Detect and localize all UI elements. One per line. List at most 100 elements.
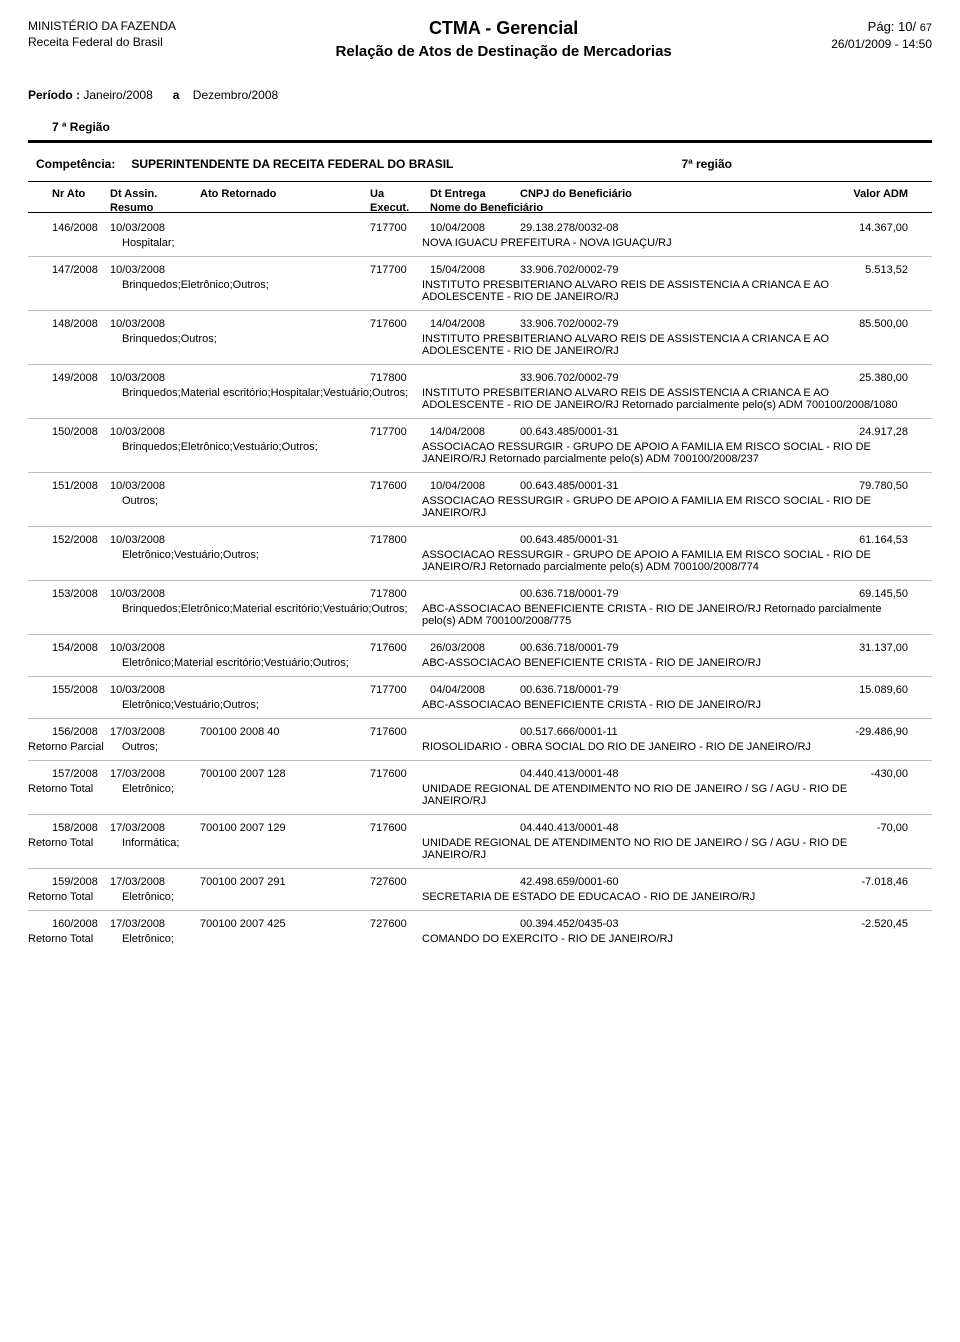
- cell-ent: 15/04/2008: [430, 264, 520, 276]
- cell-ret: 700100 2007 291: [200, 876, 370, 888]
- cell-val: 69.145,50: [859, 588, 908, 600]
- cell-dt: 10/03/2008: [110, 480, 200, 492]
- table-row: 149/200810/03/200871780033.906.702/0002-…: [28, 365, 932, 419]
- cell-ret: [200, 588, 370, 600]
- title-primary: CTMA - Gerencial: [176, 18, 831, 39]
- row-line1: 147/200810/03/200871770015/04/200833.906…: [28, 264, 932, 276]
- cell-nome: UNIDADE REGIONAL DE ATENDIMENTO NO RIO D…: [422, 783, 932, 807]
- cell-nr: 160/2008: [52, 918, 110, 930]
- row-line2: Outros;ASSOCIACAO RESSURGIR - GRUPO DE A…: [28, 495, 932, 519]
- row-line2: Retorno TotalEletrônico;UNIDADE REGIONAL…: [28, 783, 932, 807]
- cell-tipo: Retorno Total: [28, 891, 122, 903]
- cell-ret: [200, 480, 370, 492]
- table-row: 150/200810/03/200871770014/04/200800.643…: [28, 419, 932, 473]
- cell-ent: [430, 726, 520, 738]
- table-row: 155/200810/03/200871770004/04/200800.636…: [28, 677, 932, 719]
- cell-cnpj: 42.498.659/0001-60: [520, 876, 730, 888]
- cell-ret: [200, 534, 370, 546]
- column-headers: Nr Ato Dt Assin. Ato Retornado Ua Dt Ent…: [28, 181, 932, 213]
- row-line1: 157/200817/03/2008700100 2007 1287176000…: [28, 768, 932, 780]
- cell-ua: 717800: [370, 588, 430, 600]
- cell-dt: 17/03/2008: [110, 726, 200, 738]
- cell-ua: 717600: [370, 318, 430, 330]
- cell-nr: 150/2008: [52, 426, 110, 438]
- cell-tipo: [28, 603, 122, 627]
- cell-ua: 717700: [370, 426, 430, 438]
- cell-nome: ABC-ASSOCIACAO BENEFICIENTE CRISTA - RIO…: [422, 657, 932, 669]
- row-line2: Retorno TotalInformática;UNIDADE REGIONA…: [28, 837, 932, 861]
- cell-ret: [200, 264, 370, 276]
- cell-val: -70,00: [877, 822, 908, 834]
- cell-ua: 717700: [370, 222, 430, 234]
- competencia-label: Competência:: [36, 157, 115, 171]
- col-ret: Ato Retornado: [200, 188, 370, 200]
- page-container: MINISTÉRIO DA FAZENDA Receita Federal do…: [0, 0, 960, 970]
- cell-cnpj: 00.643.485/0001-31: [520, 426, 730, 438]
- table-row: 154/200810/03/200871760026/03/200800.636…: [28, 635, 932, 677]
- row-line1: 159/200817/03/2008700100 2007 2917276004…: [28, 876, 932, 888]
- period-a: a: [173, 88, 180, 102]
- cell-nome: ASSOCIACAO RESSURGIR - GRUPO DE APOIO A …: [422, 441, 932, 465]
- cell-ret: [200, 318, 370, 330]
- cell-ret: [200, 222, 370, 234]
- row-line1: 154/200810/03/200871760026/03/200800.636…: [28, 642, 932, 654]
- row-line2: Hospitalar;NOVA IGUACU PREFEITURA - NOVA…: [28, 237, 932, 249]
- row-line2: Eletrônico;Vestuário;Outros;ASSOCIACAO R…: [28, 549, 932, 573]
- row-line1: 158/200817/03/2008700100 2007 1297176000…: [28, 822, 932, 834]
- col-ua: Ua: [370, 188, 430, 200]
- cell-nome: RIOSOLIDARIO - OBRA SOCIAL DO RIO DE JAN…: [422, 741, 932, 753]
- cell-dt: 10/03/2008: [110, 642, 200, 654]
- cell-nome: COMANDO DO EXERCITO - RIO DE JANEIRO/RJ: [422, 933, 932, 945]
- cell-nome: NOVA IGUACU PREFEITURA - NOVA IGUAÇU/RJ: [422, 237, 932, 249]
- cell-cnpj: 00.643.485/0001-31: [520, 480, 730, 492]
- cell-resumo: Brinquedos;Eletrônico;Vestuário;Outros;: [122, 441, 422, 465]
- cell-cnpj: 04.440.413/0001-48: [520, 768, 730, 780]
- cell-val: 85.500,00: [859, 318, 908, 330]
- cell-nome: ABC-ASSOCIACAO BENEFICIENTE CRISTA - RIO…: [422, 699, 932, 711]
- cell-ua: 717800: [370, 534, 430, 546]
- table-row: 157/200817/03/2008700100 2007 1287176000…: [28, 761, 932, 815]
- cell-tipo: [28, 699, 122, 711]
- cell-cnpj: 33.906.702/0002-79: [520, 318, 730, 330]
- row-line1: 150/200810/03/200871770014/04/200800.643…: [28, 426, 932, 438]
- cell-ent: [430, 822, 520, 834]
- agency-label: Receita Federal do Brasil: [28, 34, 176, 50]
- cell-ent: 10/04/2008: [430, 480, 520, 492]
- cell-ent: 04/04/2008: [430, 684, 520, 696]
- cell-tipo: [28, 495, 122, 519]
- cell-cnpj: 00.636.718/0001-79: [520, 642, 730, 654]
- cell-val: -430,00: [871, 768, 908, 780]
- cell-ret: [200, 372, 370, 384]
- cell-nome: ASSOCIACAO RESSURGIR - GRUPO DE APOIO A …: [422, 549, 932, 573]
- cell-nr: 157/2008: [52, 768, 110, 780]
- cell-ent: 10/04/2008: [430, 222, 520, 234]
- cell-cnpj: 00.636.718/0001-79: [520, 588, 730, 600]
- cell-ret: [200, 684, 370, 696]
- cell-nome: ASSOCIACAO RESSURGIR - GRUPO DE APOIO A …: [422, 495, 932, 519]
- row-line1: 148/200810/03/200871760014/04/200833.906…: [28, 318, 932, 330]
- cell-nr: 154/2008: [52, 642, 110, 654]
- cell-ret: 700100 2007 129: [200, 822, 370, 834]
- cell-dt: 10/03/2008: [110, 318, 200, 330]
- period-label: Período :: [28, 88, 80, 102]
- period-from: Janeiro/2008: [83, 88, 152, 102]
- cell-dt: 17/03/2008: [110, 822, 200, 834]
- row-line2: Retorno ParcialOutros;RIOSOLIDARIO - OBR…: [28, 741, 932, 753]
- row-line1: 156/200817/03/2008700100 2008 4071760000…: [28, 726, 932, 738]
- row-line1: 160/200817/03/2008700100 2007 4257276000…: [28, 918, 932, 930]
- cell-val: -29.486,90: [855, 726, 908, 738]
- page-current: 10/: [898, 19, 916, 34]
- cell-ent: 14/04/2008: [430, 426, 520, 438]
- row-line1: 149/200810/03/200871780033.906.702/0002-…: [28, 372, 932, 384]
- cell-nome: UNIDADE REGIONAL DE ATENDIMENTO NO RIO D…: [422, 837, 932, 861]
- page-total: 67: [920, 22, 932, 34]
- row-line2: Brinquedos;Outros;INSTITUTO PRESBITERIAN…: [28, 333, 932, 357]
- cell-tipo: [28, 387, 122, 411]
- cell-ua: 717600: [370, 642, 430, 654]
- cell-nome: INSTITUTO PRESBITERIANO ALVARO REIS DE A…: [422, 333, 932, 357]
- cell-val: 25.380,00: [859, 372, 908, 384]
- period-row: Período : Janeiro/2008 a Dezembro/2008: [28, 88, 932, 102]
- row-line1: 153/200810/03/200871780000.636.718/0001-…: [28, 588, 932, 600]
- cell-nome: SECRETARIA DE ESTADO DE EDUCACAO - RIO D…: [422, 891, 932, 903]
- row-line2: Brinquedos;Material escritório;Hospitala…: [28, 387, 932, 411]
